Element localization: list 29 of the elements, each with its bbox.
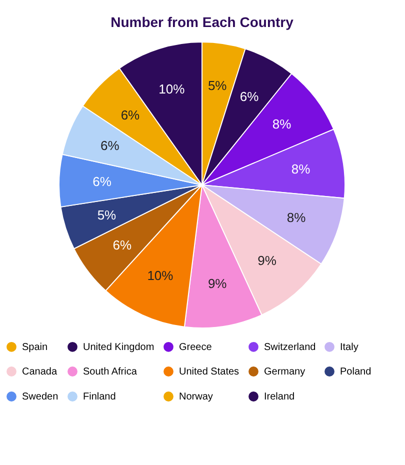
- chart-title: Number from Each Country: [110, 14, 294, 30]
- data-label: 5%: [208, 78, 228, 94]
- legend-label: Spain: [22, 342, 48, 353]
- data-label: 8%: [286, 210, 306, 226]
- legend-label: United States: [179, 366, 240, 378]
- legend-label: Canada: [22, 366, 58, 378]
- legend-label: Finland: [83, 392, 116, 402]
- legend-label: South Africa: [83, 366, 138, 378]
- data-label: 9%: [208, 276, 228, 291]
- data-label: 8%: [291, 162, 311, 177]
- data-label: 8%: [272, 116, 292, 132]
- legend-label: Norway: [179, 392, 213, 402]
- data-label: 6%: [112, 237, 132, 252]
- legend-label: United Kingdom: [83, 342, 154, 353]
- data-label: 6%: [92, 174, 112, 189]
- data-label: 6%: [120, 107, 140, 122]
- legend-label: Poland: [340, 366, 372, 378]
- data-label: 10%: [147, 268, 174, 283]
- legend-label: Italy: [340, 342, 358, 353]
- legend-label: Greece: [179, 342, 212, 353]
- legend-label: Sweden: [22, 392, 58, 402]
- data-label: 5%: [97, 207, 117, 222]
- legend-label: Germany: [264, 366, 306, 378]
- data-label: 9%: [258, 252, 277, 268]
- legend-label: Ireland: [264, 392, 295, 402]
- data-label: 10%: [158, 82, 186, 97]
- data-label: 6%: [100, 138, 120, 154]
- data-label: 6%: [240, 88, 260, 104]
- legend-label: Switzerland: [264, 342, 316, 353]
